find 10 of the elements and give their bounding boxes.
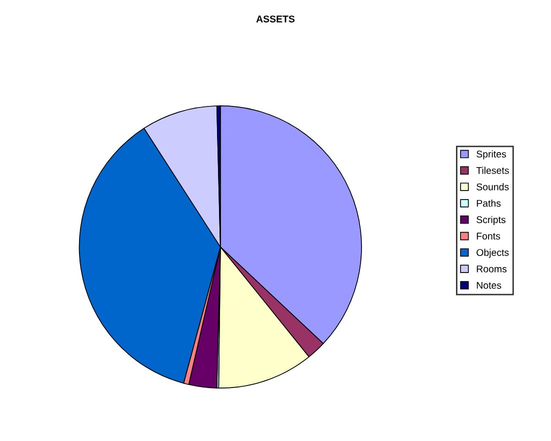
chart-title: ASSETS xyxy=(256,16,295,22)
legend-label: Fonts xyxy=(476,232,500,240)
legend-label: Objects xyxy=(476,248,509,258)
legend-label: Paths xyxy=(476,200,501,207)
legend-label: Rooms xyxy=(476,266,507,272)
legend-label: Tilesets xyxy=(476,166,509,174)
legend-label: Sounds xyxy=(476,183,509,190)
legend-label: Sprites xyxy=(476,150,506,160)
legend-label: Notes xyxy=(476,282,502,289)
legend-label: Scripts xyxy=(476,216,506,226)
